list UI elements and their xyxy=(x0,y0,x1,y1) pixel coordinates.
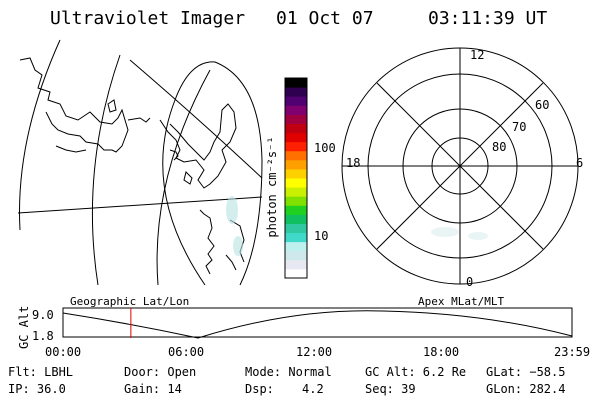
colorbar-segment xyxy=(285,168,307,179)
colorbar-segment xyxy=(285,123,307,134)
info-ip: IP: 36.0 xyxy=(8,382,66,396)
mlt-6: 6 xyxy=(576,156,584,170)
altplot-xtick-0: 00:00 xyxy=(45,345,82,359)
colorbar-segment xyxy=(285,187,307,197)
colorbar-segment xyxy=(285,241,307,252)
colorbar-segment xyxy=(285,232,307,243)
colorbar-segment xyxy=(285,159,307,170)
colorbar-segment xyxy=(285,268,307,279)
time-label: 03:11:39 UT xyxy=(428,8,548,29)
altplot-ytick-9: 9.0 xyxy=(32,308,54,322)
colorbar-segment xyxy=(285,150,307,161)
mlat-80: 80 xyxy=(492,140,507,154)
colorbar-segment xyxy=(285,78,307,88)
date-label: 01 Oct 07 xyxy=(276,8,374,29)
map-projection-label: Geographic Lat/Lon xyxy=(70,295,190,308)
info-gcalt: GC Alt: 6.2 Re xyxy=(365,365,467,379)
mlat-60: 60 xyxy=(535,98,550,112)
colorbar-segment xyxy=(285,114,307,124)
altplot-xtick-4: 23:59 xyxy=(554,345,591,359)
info-dsp-label: Dsp: xyxy=(245,382,274,396)
altitude-curve xyxy=(62,310,573,339)
mlt-0: 0 xyxy=(466,275,474,289)
mlt-12: 12 xyxy=(470,48,485,62)
info-glat: GLat: −58.5 xyxy=(486,365,566,379)
colorbar-segment xyxy=(285,87,307,97)
colorbar-segment xyxy=(285,214,307,224)
altplot-xtick-3: 18:00 xyxy=(423,345,460,359)
colorbar-segment xyxy=(285,105,307,115)
polar-projection-label: Apex MLat/MLT xyxy=(418,295,505,308)
colorbar-segment xyxy=(285,132,307,143)
colorbar-segment xyxy=(285,141,307,152)
colorbar-segment xyxy=(285,223,307,234)
colorbar-segment xyxy=(285,259,307,270)
colorbar-frame xyxy=(284,77,308,279)
colorbar-segment xyxy=(285,196,307,206)
altitude-plot xyxy=(62,307,573,339)
altplot-ytick-1.8: 1.8 xyxy=(32,329,54,343)
colorbar-segment xyxy=(285,96,307,106)
info-seq: Seq: 39 xyxy=(365,382,416,396)
info-flt: Flt: LBHL xyxy=(8,365,74,379)
colorbar-segment xyxy=(285,205,307,215)
colorbar-tick-100: 100 xyxy=(314,141,336,155)
mlat-70: 70 xyxy=(512,120,527,134)
colorbar xyxy=(284,77,308,279)
info-glon: GLon: 282.4 xyxy=(486,382,566,396)
altplot-ylabel: GC Alt xyxy=(17,305,31,349)
colorbar-segment xyxy=(285,178,307,188)
info-gain: Gain: 14 xyxy=(124,382,182,396)
info-dsp-value: 4.2 xyxy=(302,382,324,396)
colorbar-tick-10: 10 xyxy=(314,229,329,243)
altplot-xtick-2: 12:00 xyxy=(296,345,333,359)
info-mode: Mode: Normal xyxy=(245,365,332,379)
info-door: Door: Open xyxy=(124,365,197,379)
mlt-18: 18 xyxy=(346,156,361,170)
app-title: Ultraviolet Imager xyxy=(50,8,246,29)
altplot-xtick-1: 06:00 xyxy=(168,345,205,359)
colorbar-segment xyxy=(285,250,307,261)
